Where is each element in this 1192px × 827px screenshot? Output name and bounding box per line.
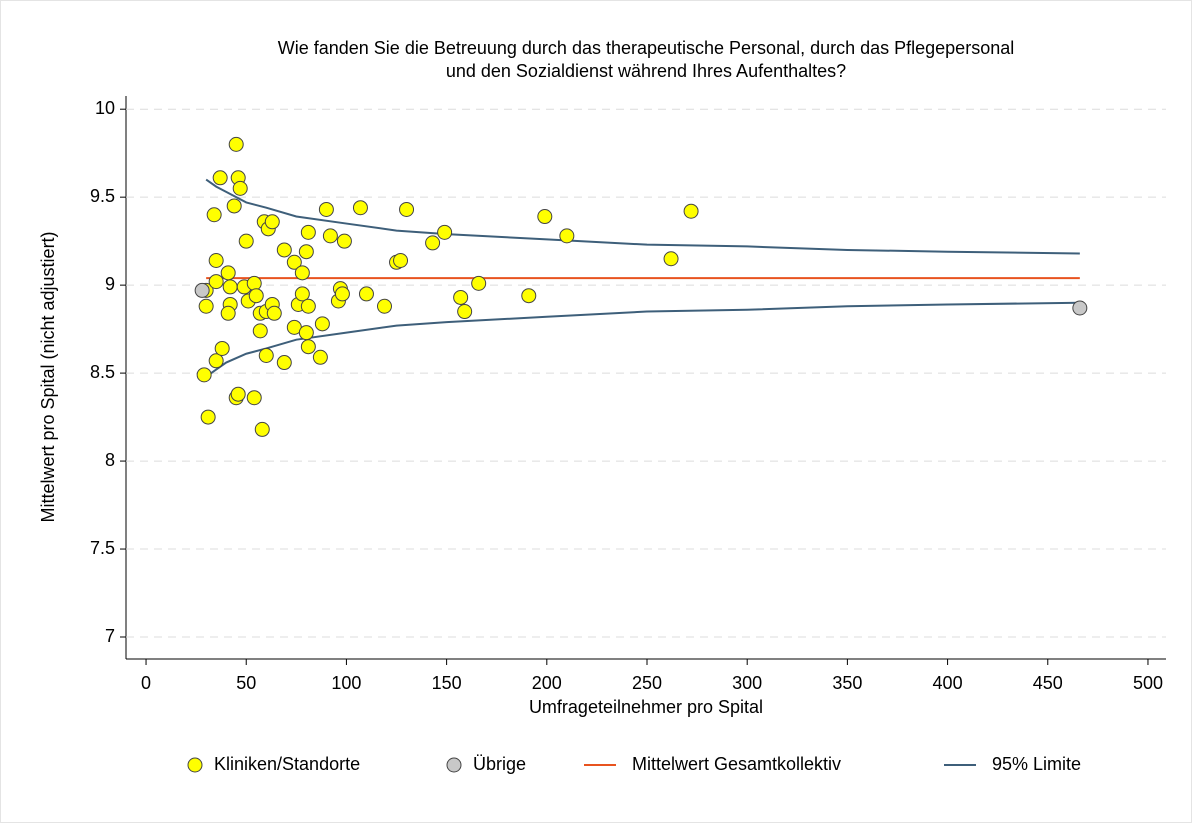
y-tick-label: 8 xyxy=(105,450,115,470)
point xyxy=(200,409,216,425)
point xyxy=(208,274,224,290)
x-tick-label: 250 xyxy=(632,673,662,693)
point xyxy=(352,200,368,216)
y-axis-title: Mittelwert pro Spital (nicht adjustiert) xyxy=(38,231,58,522)
point xyxy=(300,224,316,240)
point xyxy=(214,340,230,356)
point xyxy=(336,233,352,249)
point xyxy=(425,235,441,251)
point xyxy=(300,339,316,355)
legend-label: Mittelwert Gesamtkollektiv xyxy=(632,754,841,774)
y-tick-label: 7 xyxy=(105,626,115,646)
point xyxy=(437,224,453,240)
point xyxy=(471,275,487,291)
point xyxy=(376,298,392,314)
point xyxy=(318,201,334,217)
point xyxy=(1072,300,1088,316)
x-tick-label: 400 xyxy=(933,673,963,693)
x-axis-title: Umfrageteilnehmer pro Spital xyxy=(529,697,763,717)
point xyxy=(399,201,415,217)
point xyxy=(286,254,302,270)
point xyxy=(559,228,575,244)
x-tick-label: 200 xyxy=(532,673,562,693)
point xyxy=(393,253,409,269)
chart-title: und den Sozialdienst während Ihres Aufen… xyxy=(446,61,846,81)
point xyxy=(212,170,228,186)
point xyxy=(663,251,679,267)
point xyxy=(258,348,274,364)
point xyxy=(222,279,238,295)
legend-label: Kliniken/Standorte xyxy=(214,754,360,774)
lower-limit xyxy=(205,301,1080,378)
x-tick-label: 150 xyxy=(432,673,462,693)
y-tick-label: 7.5 xyxy=(90,538,115,558)
point xyxy=(322,228,338,244)
upper-limit xyxy=(205,178,1080,255)
y-tick-label: 9 xyxy=(105,274,115,294)
point xyxy=(226,198,242,214)
point xyxy=(238,233,254,249)
y-tick-label: 10 xyxy=(95,98,115,118)
point xyxy=(294,265,310,281)
point xyxy=(264,214,280,230)
point xyxy=(294,286,310,302)
point xyxy=(198,298,214,314)
point xyxy=(453,289,469,305)
point xyxy=(314,316,330,332)
point xyxy=(312,349,328,365)
point xyxy=(298,244,314,260)
point xyxy=(230,386,246,402)
legend-label: Übrige xyxy=(473,754,526,774)
point xyxy=(298,325,314,341)
point xyxy=(276,355,292,371)
point xyxy=(208,253,224,269)
point xyxy=(252,323,268,339)
x-tick-label: 350 xyxy=(832,673,862,693)
point xyxy=(220,305,236,321)
point xyxy=(334,286,350,302)
x-tick-label: 50 xyxy=(236,673,256,693)
point xyxy=(248,288,264,304)
legend-marker xyxy=(446,757,462,773)
point xyxy=(683,203,699,219)
point xyxy=(246,275,262,291)
point xyxy=(276,242,292,258)
point xyxy=(208,353,224,369)
legend-marker xyxy=(187,757,203,773)
point xyxy=(457,304,473,320)
point xyxy=(358,286,374,302)
y-tick-label: 8.5 xyxy=(90,362,115,382)
point xyxy=(254,421,270,437)
point xyxy=(521,288,537,304)
point xyxy=(220,265,236,281)
x-tick-label: 100 xyxy=(331,673,361,693)
point xyxy=(228,136,244,152)
point xyxy=(246,390,262,406)
point xyxy=(232,180,248,196)
x-tick-label: 0 xyxy=(141,673,151,693)
point xyxy=(196,367,212,383)
y-tick-label: 9.5 xyxy=(90,186,115,206)
legend-label: 95% Limite xyxy=(992,754,1081,774)
x-tick-label: 300 xyxy=(732,673,762,693)
point xyxy=(194,282,210,298)
point xyxy=(206,207,222,223)
x-tick-label: 500 xyxy=(1133,673,1163,693)
point xyxy=(300,298,316,314)
x-tick-label: 450 xyxy=(1033,673,1063,693)
point xyxy=(537,209,553,225)
point xyxy=(266,305,282,321)
chart-title: Wie fanden Sie die Betreuung durch das t… xyxy=(278,38,1014,58)
